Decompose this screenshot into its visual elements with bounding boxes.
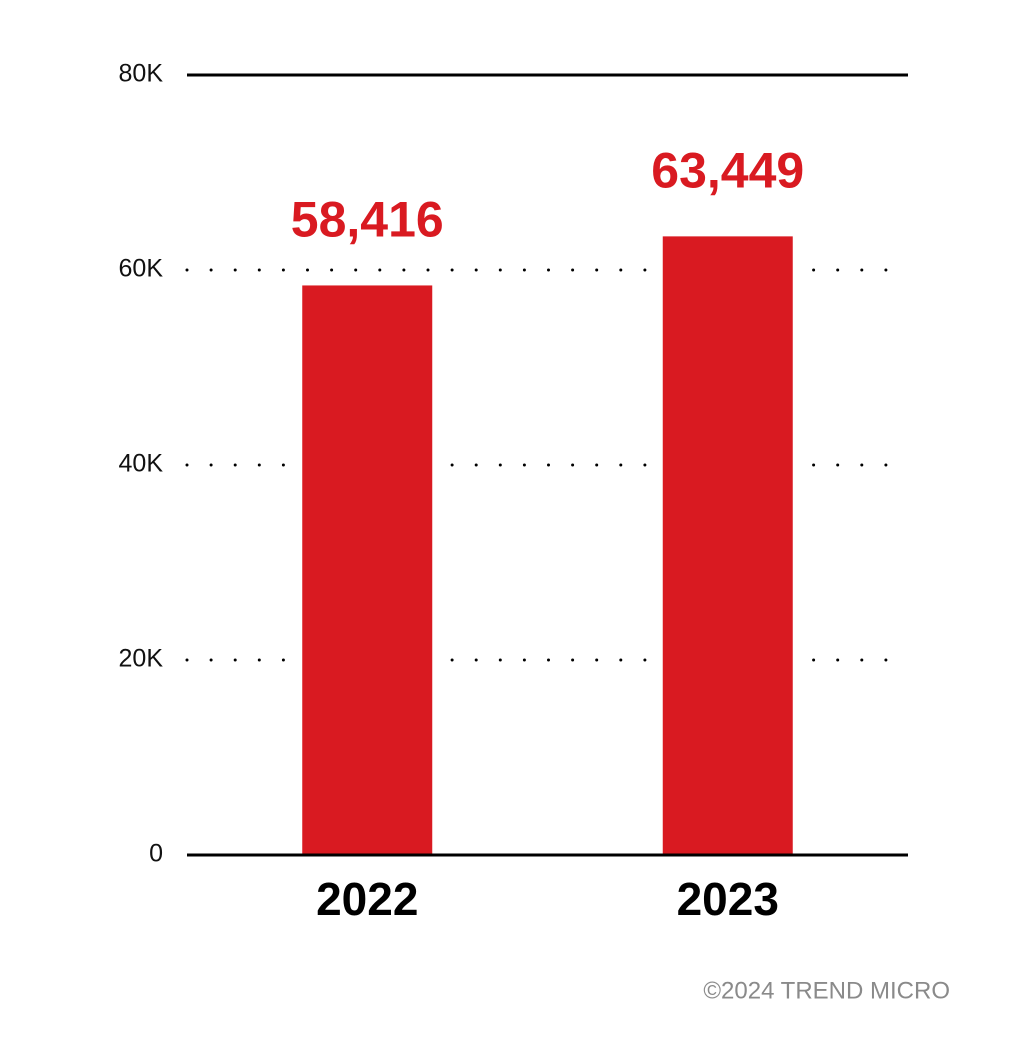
y-tick-label: 40K bbox=[119, 450, 164, 478]
x-tick-label: 2022 bbox=[316, 873, 418, 925]
y-tick-label: 20K bbox=[119, 645, 164, 673]
value-label: 58,416 bbox=[291, 192, 444, 248]
y-tick-label: 60K bbox=[119, 255, 164, 283]
y-tick-label: 80K bbox=[119, 60, 164, 88]
x-tick-label: 2023 bbox=[677, 873, 779, 925]
credit: ©2024 TREND MICRO bbox=[703, 977, 950, 1004]
y-tick-label: 0 bbox=[149, 840, 163, 868]
bar bbox=[302, 285, 433, 856]
value-label: 63,449 bbox=[651, 143, 804, 199]
bar bbox=[662, 236, 793, 855]
